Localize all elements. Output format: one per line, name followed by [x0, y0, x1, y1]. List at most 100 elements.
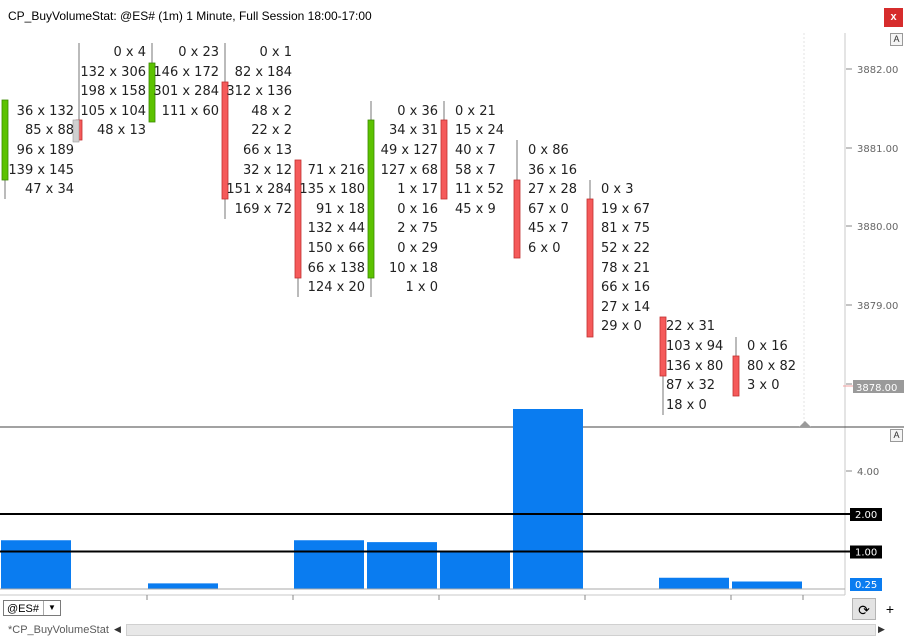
chevron-down-icon[interactable]: ▼: [43, 601, 60, 615]
footprint-cell: 15 x 24: [455, 123, 505, 139]
footprint-cell: 71 x 216: [307, 162, 365, 178]
footprint-cell: 169 x 72: [234, 201, 292, 217]
indicator-axis: 4.00 2.00 1.00 0.25: [846, 467, 882, 591]
footprint-cell: 0 x 1: [259, 45, 293, 60]
footprint-cell: 82 x 184: [234, 64, 292, 80]
footprint-cell: 27 x 14: [601, 299, 651, 315]
horizontal-scrollbar[interactable]: [126, 624, 876, 636]
footprint-cell: 48 x 13: [96, 123, 146, 139]
footprint-bar: 0 x 86 36 x 16 27 x 28 67 x 0 45 x 7 6 x 0: [528, 141, 577, 259]
footprint-bar: 0 x 23 146 x 172 301 x 284 111 x 60: [153, 43, 219, 121]
footprint-cell: 312 x 136: [226, 84, 292, 100]
footprint-cell: 0 x 23: [178, 45, 219, 60]
footprint-cell: 66 x 16: [601, 280, 651, 296]
footprint-cell: 132 x 306: [80, 64, 146, 80]
footprint-cell: 127 x 68: [380, 162, 438, 178]
candle-up: [148, 62, 156, 123]
candle-down: [294, 159, 302, 279]
scroll-end-marker[interactable]: [799, 421, 811, 427]
candle-up: [1, 99, 9, 181]
histogram-bar: [367, 542, 437, 589]
footprint-cell: 103 x 94: [666, 338, 724, 354]
candle-neutral: [72, 119, 80, 143]
footprint-cell: 67 x 0: [528, 201, 569, 217]
footprint-cell: 136 x 80: [666, 358, 724, 374]
tab-active[interactable]: *CP_BuyVolumeStat: [8, 624, 109, 636]
price-axis: 3882.00 3881.00 3880.00 3879.00 3878.00: [843, 65, 904, 394]
footprint-cell: 27 x 28: [528, 182, 578, 198]
candles-layer: [1, 43, 740, 415]
footprint-cell: 66 x 138: [307, 260, 365, 276]
refresh-button[interactable]: ⟳: [852, 598, 876, 620]
current-price-marker: [853, 380, 904, 393]
footprint-cell: 2 x 75: [397, 221, 438, 237]
title-bar: CP_BuyVolumeStat: @ES# (1m) 1 Minute, Fu…: [0, 0, 904, 32]
footprint-cell: 80 x 82: [747, 358, 797, 374]
footprint-cell: 6 x 0: [528, 240, 561, 256]
footprint-cell: 40 x 7: [455, 142, 496, 158]
candle-down: [513, 179, 521, 259]
footprint-bar: 0 x 21 15 x 24 40 x 7 58 x 7 11 x 52 45 x 9: [455, 102, 504, 220]
footprint-cell: 58 x 7: [455, 162, 496, 178]
footprint-cell: 45 x 9: [455, 201, 496, 217]
price-autoscale-button[interactable]: A: [890, 33, 903, 46]
scroll-left-icon[interactable]: ◀: [114, 624, 121, 634]
refresh-icon: ⟳: [858, 602, 870, 618]
footprint-cell: 151 x 284: [226, 182, 292, 198]
footprint-cell: 81 x 75: [601, 221, 651, 237]
footprint-cell: 91 x 18: [315, 201, 365, 217]
symbol-dropdown[interactable]: @ES# ▼: [3, 600, 61, 616]
footprint-cell: 0 x 36: [397, 103, 438, 119]
footprint-cell: 85 x 88: [24, 123, 74, 139]
footprint-cell: 150 x 66: [307, 240, 365, 256]
close-button[interactable]: x: [884, 8, 903, 27]
indicator-tick-label: 4.00: [857, 467, 879, 478]
footprint-cell: 34 x 31: [388, 123, 438, 139]
footprint-cell: 48 x 2: [251, 103, 292, 119]
footprint-cell: 22 x 31: [666, 319, 716, 335]
candle-down: [732, 355, 740, 397]
level-2-label: 2.00: [855, 510, 877, 521]
histogram-bar: [732, 581, 802, 589]
price-tick-label: 3881.00: [857, 144, 898, 155]
footprint-cell: 19 x 67: [601, 201, 651, 217]
current-value-marker: [850, 578, 882, 591]
footprint-cell: 22 x 2: [251, 123, 292, 139]
footprint-cell: 146 x 172: [153, 64, 219, 80]
add-button[interactable]: +: [885, 601, 895, 617]
footprint-cell: 78 x 21: [601, 260, 651, 276]
level-2-marker: [850, 508, 882, 521]
indicator-autoscale-button[interactable]: A: [890, 429, 903, 442]
histogram-bar: [440, 551, 510, 589]
footprint-cell: 132 x 44: [307, 221, 365, 237]
current-price-label: 3878.00: [856, 383, 897, 394]
footprint-cell: 49 x 127: [380, 142, 438, 158]
chart-canvas[interactable]: 3882.00 3881.00 3880.00 3879.00 3878.00 4.00…: [0, 0, 904, 600]
footprint-cell: 105 x 104: [80, 103, 146, 119]
candle-down: [221, 81, 229, 200]
footprint-cell: 0 x 21: [455, 103, 496, 119]
current-value-label: 0.25: [855, 580, 877, 591]
histogram-bar: [659, 577, 729, 589]
candle-up: [367, 119, 375, 279]
footprint-cell: 45 x 7: [528, 221, 569, 237]
footprint-cell: 32 x 12: [242, 162, 292, 178]
footprint-cell: 3 x 0: [747, 378, 780, 394]
level-1-marker: [850, 545, 882, 559]
footprint-cell: 0 x 29: [397, 240, 438, 256]
footprint-cell: 18 x 0: [666, 397, 707, 413]
footprint-cell: 0 x 4: [113, 45, 147, 60]
scroll-right-icon[interactable]: ▶: [878, 624, 885, 634]
candle-down: [659, 316, 667, 377]
histogram-bar: [148, 583, 218, 589]
price-tick-label: 3882.00: [857, 65, 898, 76]
footprint-cell: 124 x 20: [307, 280, 365, 296]
footprint-cell: 0 x 3: [601, 182, 634, 198]
window-title: CP_BuyVolumeStat: @ES# (1m) 1 Minute, Fu…: [8, 9, 372, 23]
footprint-cell: 11 x 52: [455, 182, 505, 198]
footprint-cell: 198 x 158: [80, 84, 146, 100]
footprint-cell: 36 x 132: [16, 103, 74, 119]
footprint-cell: 1 x 0: [405, 280, 439, 296]
histogram-layer: [0, 409, 850, 590]
histogram-bar: [513, 409, 583, 589]
